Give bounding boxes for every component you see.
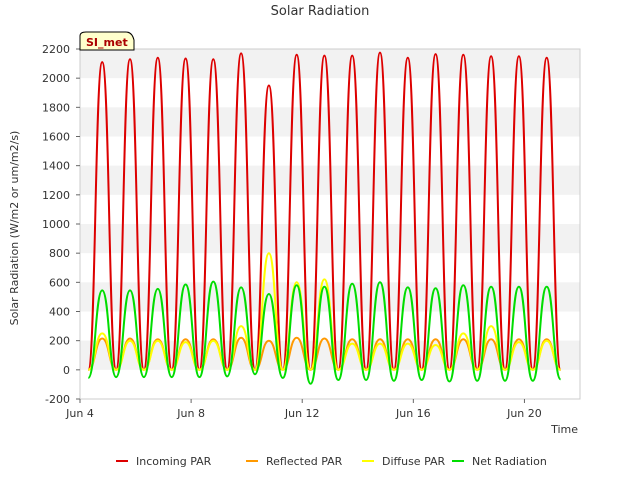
site-badge: SI_met [79,31,135,51]
legend-label-diffuse-par: Diffuse PAR [382,455,446,468]
y-tick-label: 600 [49,276,70,289]
x-axis-ticks: Jun 4 Jun 8 Jun 12 Jun 16 Jun 20 [65,399,542,420]
y-tick-label: 200 [49,335,70,348]
x-tick-label: Jun 12 [284,407,320,420]
grid-band [80,224,580,254]
y-tick-label: 800 [49,247,70,260]
x-tick-label: Jun 20 [506,407,542,420]
x-tick-label: Jun 4 [65,407,94,420]
y-tick-label: 1400 [42,160,70,173]
site-badge-label: SI_met [86,36,128,49]
y-tick-label: 1800 [42,101,70,114]
y-tick-label: 1200 [42,189,70,202]
y-tick-label: -200 [45,393,70,406]
legend-label-reflected-par: Reflected PAR [266,455,343,468]
y-axis-ticks: -200 0 200 400 600 800 1000 1200 1400 1600 1800 200… [42,43,80,406]
y-tick-label: 2000 [42,72,70,85]
chart-title: Solar Radiation [271,4,370,19]
y-tick-label: 400 [49,306,70,319]
x-tick-label: Jun 8 [176,407,205,420]
series-layer [87,51,562,385]
x-axis-label: Time [550,423,578,436]
legend: Incoming PAR Reflected PAR Diffuse PAR Net … [116,455,547,468]
y-tick-label: 0 [63,364,70,377]
x-tick-label: Jun 16 [395,407,431,420]
series-line-incoming-par [87,51,562,371]
series-line-net-radiation [87,280,562,385]
legend-label-incoming-par: Incoming PAR [136,455,212,468]
y-axis-label: Solar Radiation (W/m2 or um/m2/s) [8,131,21,326]
y-tick-label: 1000 [42,218,70,231]
y-tick-label: 2200 [42,43,70,56]
legend-label-net-radiation: Net Radiation [472,455,547,468]
grid-band [80,49,580,79]
y-tick-label: 1600 [42,131,70,144]
site-badge-box [79,31,135,51]
